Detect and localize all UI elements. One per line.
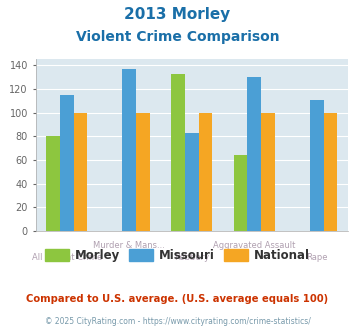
Text: Robbery: Robbery — [174, 253, 209, 262]
Bar — [261, 113, 275, 231]
Text: © 2025 CityRating.com - https://www.cityrating.com/crime-statistics/: © 2025 CityRating.com - https://www.city… — [45, 317, 310, 326]
Bar — [234, 155, 247, 231]
Text: All Violent Crime: All Violent Crime — [32, 253, 102, 262]
Text: Murder & Mans...: Murder & Mans... — [93, 241, 165, 250]
Bar — [185, 133, 198, 231]
Text: Aggravated Assault: Aggravated Assault — [213, 241, 295, 250]
Bar — [310, 100, 323, 231]
Text: 2013 Morley: 2013 Morley — [124, 7, 231, 21]
Bar — [247, 77, 261, 231]
Text: Violent Crime Comparison: Violent Crime Comparison — [76, 30, 279, 44]
Bar — [73, 113, 87, 231]
Bar — [323, 113, 337, 231]
Text: Rape: Rape — [306, 253, 327, 262]
Legend: Morley, Missouri, National: Morley, Missouri, National — [40, 244, 315, 266]
Bar — [171, 74, 185, 231]
Bar — [136, 113, 150, 231]
Text: Compared to U.S. average. (U.S. average equals 100): Compared to U.S. average. (U.S. average … — [26, 294, 329, 304]
Bar — [122, 69, 136, 231]
Bar — [46, 136, 60, 231]
Bar — [60, 95, 73, 231]
Bar — [198, 113, 212, 231]
